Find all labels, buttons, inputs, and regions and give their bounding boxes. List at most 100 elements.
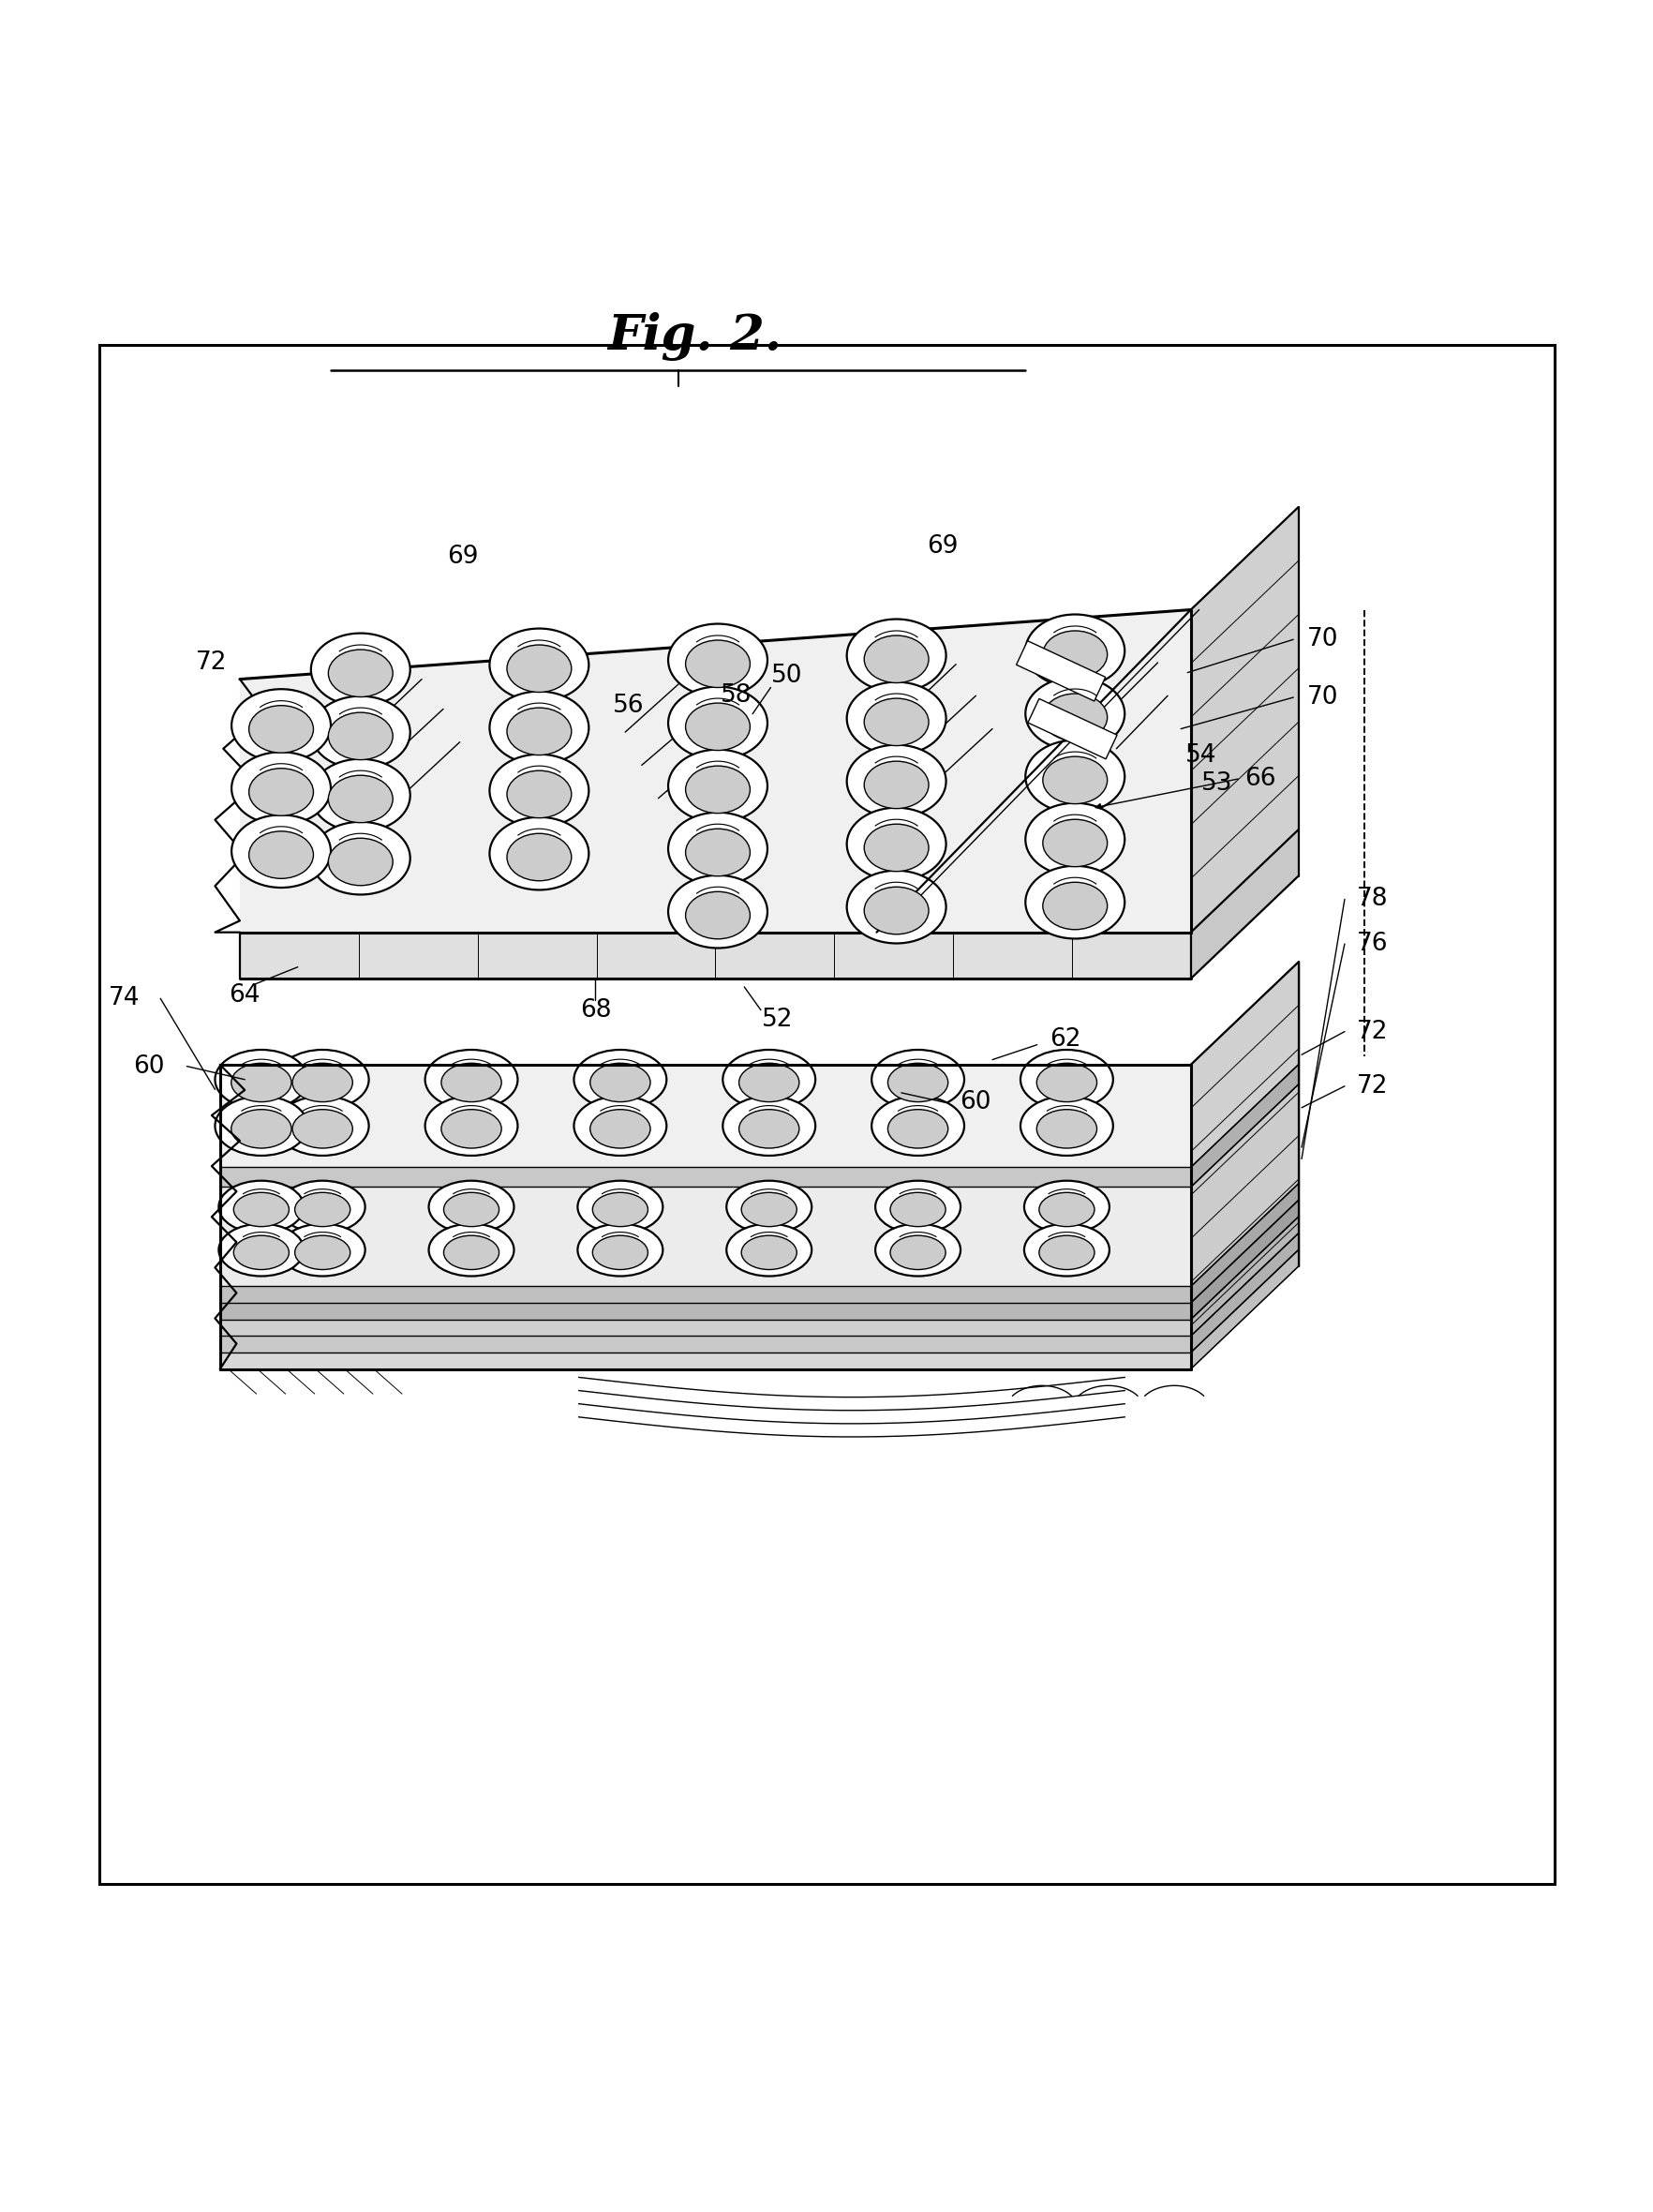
Ellipse shape [865, 635, 929, 684]
Ellipse shape [276, 1097, 369, 1155]
Polygon shape [1190, 830, 1298, 978]
Ellipse shape [1023, 1181, 1109, 1232]
Text: 50: 50 [772, 664, 802, 688]
Text: 62: 62 [1050, 1029, 1079, 1053]
Ellipse shape [871, 1051, 964, 1108]
Ellipse shape [577, 1223, 663, 1276]
Ellipse shape [506, 646, 572, 692]
Ellipse shape [590, 1110, 650, 1148]
Ellipse shape [865, 825, 929, 872]
Ellipse shape [248, 706, 314, 752]
Text: Fig. 2.: Fig. 2. [607, 312, 782, 361]
Text: 52: 52 [762, 1009, 792, 1033]
Ellipse shape [1043, 883, 1108, 929]
Ellipse shape [279, 1181, 365, 1232]
Ellipse shape [889, 1237, 946, 1270]
Ellipse shape [489, 754, 588, 827]
Ellipse shape [846, 807, 946, 880]
Ellipse shape [592, 1192, 648, 1228]
Ellipse shape [739, 1110, 798, 1148]
Ellipse shape [1025, 803, 1124, 876]
Ellipse shape [1025, 615, 1124, 688]
Polygon shape [1190, 962, 1298, 1168]
Ellipse shape [865, 699, 929, 745]
Ellipse shape [215, 1097, 307, 1155]
Ellipse shape [846, 681, 946, 754]
Ellipse shape [865, 761, 929, 810]
Polygon shape [220, 1336, 1190, 1352]
Text: 60: 60 [960, 1091, 990, 1115]
Ellipse shape [1025, 865, 1124, 938]
Text: 72: 72 [1357, 1020, 1387, 1044]
Ellipse shape [441, 1110, 501, 1148]
Text: 70: 70 [1308, 628, 1337, 653]
Text: 69: 69 [448, 544, 478, 568]
Ellipse shape [874, 1223, 960, 1276]
Polygon shape [220, 1188, 1190, 1287]
Ellipse shape [668, 750, 767, 823]
Polygon shape [1190, 1234, 1298, 1352]
Text: 72: 72 [197, 650, 226, 675]
Ellipse shape [684, 765, 750, 814]
Ellipse shape [425, 1051, 517, 1108]
Polygon shape [1015, 641, 1104, 701]
Polygon shape [1190, 507, 1298, 931]
Ellipse shape [577, 1181, 663, 1232]
Polygon shape [220, 1303, 1190, 1318]
Ellipse shape [1043, 818, 1108, 867]
Ellipse shape [311, 697, 410, 770]
Ellipse shape [218, 1181, 304, 1232]
Ellipse shape [574, 1097, 666, 1155]
Polygon shape [1190, 1250, 1298, 1369]
Ellipse shape [592, 1237, 648, 1270]
Ellipse shape [327, 650, 393, 697]
Text: 74: 74 [109, 987, 139, 1011]
Ellipse shape [231, 1110, 291, 1148]
Ellipse shape [489, 692, 588, 763]
Ellipse shape [443, 1237, 499, 1270]
Ellipse shape [741, 1192, 797, 1228]
Polygon shape [1027, 699, 1116, 759]
Ellipse shape [722, 1097, 815, 1155]
Ellipse shape [1020, 1097, 1112, 1155]
Polygon shape [1190, 1183, 1298, 1303]
Ellipse shape [1036, 1110, 1096, 1148]
Ellipse shape [506, 770, 572, 818]
Ellipse shape [865, 887, 929, 933]
Text: 68: 68 [580, 998, 610, 1022]
Text: 78: 78 [1357, 887, 1387, 911]
Ellipse shape [684, 703, 750, 750]
Ellipse shape [668, 624, 767, 697]
Polygon shape [220, 1318, 1190, 1336]
Ellipse shape [590, 1064, 650, 1102]
Ellipse shape [506, 834, 572, 880]
Ellipse shape [279, 1223, 365, 1276]
Ellipse shape [506, 708, 572, 754]
Ellipse shape [726, 1223, 812, 1276]
Polygon shape [1190, 1084, 1298, 1287]
Polygon shape [1190, 1217, 1298, 1336]
Ellipse shape [888, 1110, 947, 1148]
Text: 72: 72 [1357, 1075, 1387, 1099]
Text: 53: 53 [1202, 772, 1231, 796]
Polygon shape [240, 931, 1190, 978]
Ellipse shape [1043, 757, 1108, 803]
Ellipse shape [327, 776, 393, 823]
Ellipse shape [428, 1181, 514, 1232]
Polygon shape [1190, 1201, 1298, 1318]
Ellipse shape [1038, 1192, 1094, 1228]
Ellipse shape [311, 823, 410, 894]
Text: 58: 58 [721, 684, 750, 708]
Ellipse shape [428, 1223, 514, 1276]
Ellipse shape [231, 690, 331, 761]
Ellipse shape [846, 619, 946, 692]
Ellipse shape [218, 1223, 304, 1276]
Ellipse shape [574, 1051, 666, 1108]
Ellipse shape [888, 1064, 947, 1102]
Ellipse shape [1020, 1051, 1112, 1108]
Ellipse shape [311, 633, 410, 706]
Ellipse shape [293, 1064, 352, 1102]
Text: 76: 76 [1357, 931, 1387, 956]
Ellipse shape [248, 768, 314, 816]
Ellipse shape [1025, 677, 1124, 750]
